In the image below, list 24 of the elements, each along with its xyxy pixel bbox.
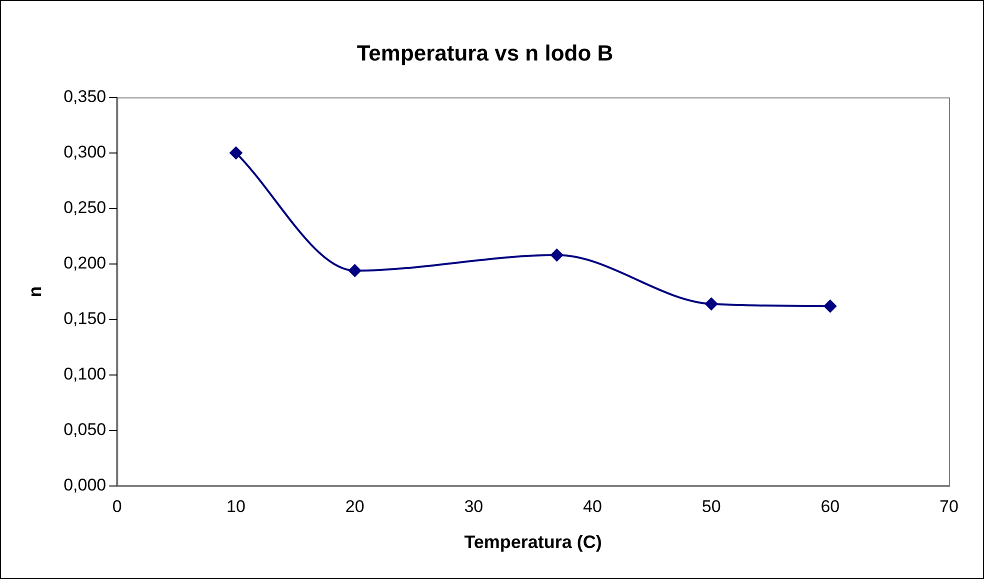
x-axis-title: Temperatura (C) <box>464 532 602 552</box>
y-tick-label: 0,350 <box>64 87 106 106</box>
y-tick-label: 0,100 <box>64 364 106 384</box>
y-axis-title: n <box>24 286 45 298</box>
y-tick-label: 0,150 <box>64 309 106 328</box>
x-tick-label: 60 <box>820 496 840 516</box>
chart-title: Temperatura vs n lodo B <box>356 40 614 66</box>
y-tick-label: 0,200 <box>64 254 106 273</box>
y-tick-label: 0,300 <box>64 142 106 162</box>
x-tick-label: 10 <box>226 496 246 516</box>
x-tick-label: 70 <box>940 496 958 516</box>
x-tick-label: 0 <box>112 496 122 516</box>
point <box>348 264 362 278</box>
y-tick-label: 0,250 <box>64 198 106 218</box>
point <box>824 300 837 313</box>
y-tick-label: 0,000 <box>64 476 106 495</box>
y-tick-label: 0,050 <box>64 420 106 440</box>
x-tick-label: 30 <box>464 496 484 516</box>
x-tick-label: 20 <box>345 496 364 516</box>
x-tick-label: 40 <box>583 496 602 516</box>
x-tick-label: 50 <box>702 496 721 516</box>
point <box>550 248 564 262</box>
point <box>229 146 242 160</box>
point <box>704 297 718 310</box>
